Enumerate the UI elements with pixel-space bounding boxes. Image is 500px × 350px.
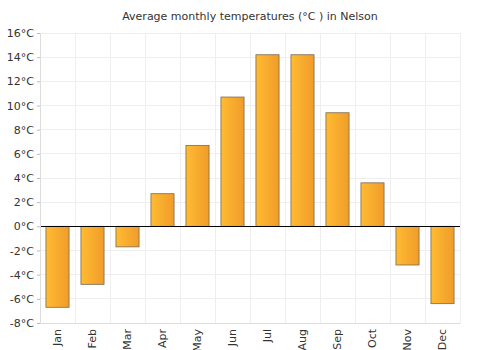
y-tick-label: 12°C [7,75,34,88]
y-tick: 8°C [14,124,40,137]
y-tick-mark [37,275,40,276]
x-tick-label: Sep [331,329,344,350]
y-tick-mark [37,130,40,131]
x-tick: Aug [296,323,309,350]
x-axis: Jan Feb Mar Apr May Jun Jul Aug Sep Oct Nov Dec [41,323,461,350]
y-tick-label: 0°C [14,220,34,233]
y-tick-mark [37,81,40,82]
y-tick-mark [37,33,40,34]
x-axis-line [41,323,461,324]
y-tick-mark [37,202,40,203]
x-tick: May [191,323,204,350]
x-tick-label: Jul [261,329,274,343]
grid-line-vertical [110,33,111,323]
bar [81,226,104,284]
y-tick: 10°C [7,100,40,113]
x-tick-label: Nov [401,329,414,350]
x-tick: Jan [51,323,64,347]
y-tick: -6°C [10,293,40,306]
bar [151,194,174,227]
y-tick: 0°C [14,220,40,233]
x-tick-label: Dec [436,329,449,350]
grid-line-vertical [355,33,356,323]
plot: -8°C -6°C -4°C -2°C 0°C 2°C 4°C 6°C 8°C 10°C 12°C 1… [7,27,461,350]
bar [46,226,69,307]
y-tick-label: 10°C [7,100,34,113]
y-tick: -2°C [10,245,40,258]
x-tick: Feb [86,323,99,348]
y-tick: -8°C [10,317,40,330]
x-tick: Sep [331,323,344,350]
x-tick-label: Aug [296,329,309,350]
bar [361,183,384,227]
x-tick-label: Jun [226,329,239,347]
x-tick-label: Oct [366,328,379,348]
y-tick-label: 8°C [14,124,34,137]
bar [291,55,314,227]
y-tick-label: -6°C [10,293,34,306]
bar [326,113,349,227]
y-tick-label: 16°C [7,27,34,40]
grid-line-vertical [425,33,426,323]
x-tick: Oct [366,323,379,348]
bar [431,226,454,303]
x-tick: Mar [121,323,134,350]
y-tick-mark [37,299,40,300]
y-tick-mark [37,226,40,227]
x-tick-label: May [191,329,204,350]
grid-line-vertical [215,33,216,323]
x-tick: Nov [401,323,414,350]
y-tick-label: 6°C [14,148,34,161]
grid-line-vertical [390,33,391,323]
y-tick: 4°C [14,172,40,185]
x-tick: Dec [436,323,449,350]
y-tick-mark [37,251,40,252]
y-tick: -4°C [10,269,40,282]
x-tick: Jun [226,323,239,347]
bar [116,226,139,247]
bars [46,55,454,308]
x-tick-label: Apr [156,329,169,349]
grid [40,33,460,323]
y-tick: 2°C [14,196,40,209]
chart: Average monthly temperatures (°C ) in Ne… [0,0,500,350]
y-tick: 16°C [7,27,40,40]
grid-line-vertical [320,33,321,323]
y-tick-label: -8°C [10,317,34,330]
x-tick-label: Feb [86,329,99,348]
y-tick: 14°C [7,51,40,64]
grid-line [40,226,460,227]
x-tick: Jul [261,323,274,343]
y-axis-line [37,34,41,324]
zero-line [40,226,460,227]
y-tick-mark [37,154,40,155]
y-tick-mark [37,57,40,58]
y-tick-mark [37,178,40,179]
x-tick-label: Mar [121,329,134,350]
y-tick: 6°C [14,148,40,161]
bar [221,97,244,226]
bar [396,226,419,265]
bar [256,55,279,227]
bar [186,145,209,226]
grid-line-vertical [180,33,181,323]
x-tick-label: Jan [51,329,64,347]
y-tick-mark [37,106,40,107]
y-tick-label: 2°C [14,196,34,209]
y-tick-mark [37,323,40,324]
y-tick-label: -4°C [10,269,34,282]
x-tick: Apr [156,323,169,348]
grid-line-vertical [285,33,286,323]
grid-line-vertical [145,33,146,323]
y-tick: 12°C [7,75,40,88]
y-tick-label: -2°C [10,245,34,258]
y-axis: -8°C -6°C -4°C -2°C 0°C 2°C 4°C 6°C 8°C 10°C 12°C 1… [7,27,41,330]
title: Average monthly temperatures (°C ) in Ne… [122,10,378,23]
grid-line-vertical [460,33,461,323]
grid-line-vertical [250,33,251,323]
grid-line-vertical [75,33,76,323]
y-tick-label: 14°C [7,51,34,64]
y-tick-label: 4°C [14,172,34,185]
